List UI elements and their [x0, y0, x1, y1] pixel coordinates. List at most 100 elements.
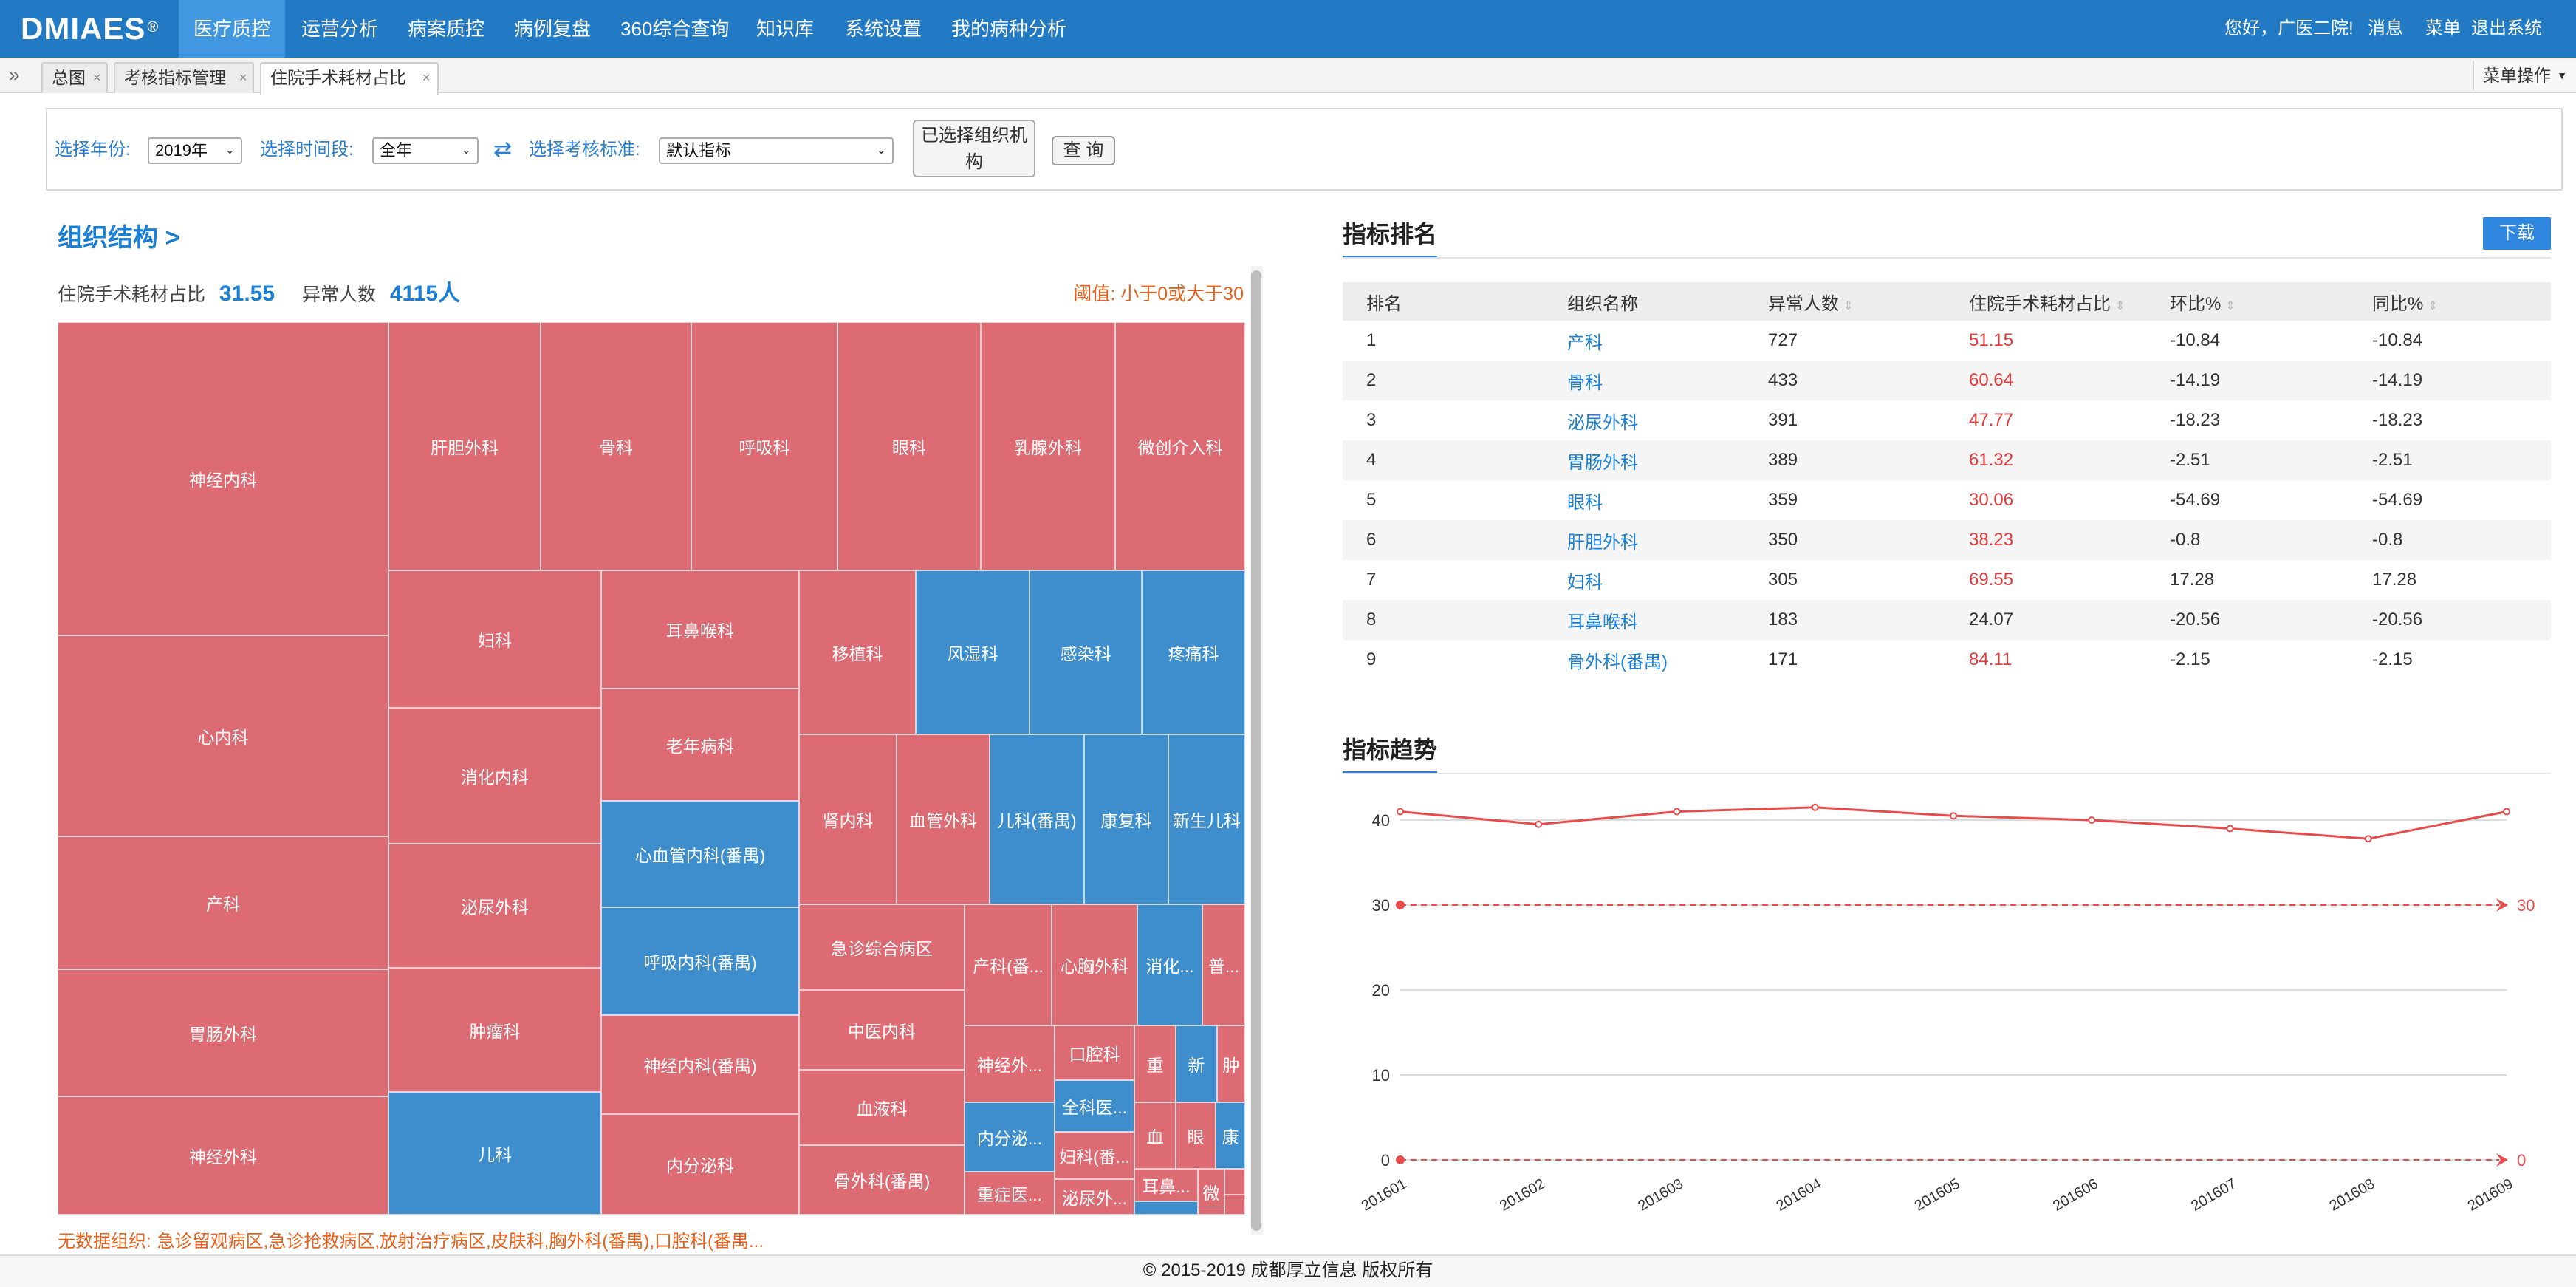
table-row[interactable]: 4 胃肠外科 389 61.32 -2.51 -2.51 [1343, 440, 2551, 480]
nav-item-knowledge-base[interactable]: 知识库 [756, 18, 815, 40]
org-name-link[interactable]: 产科 [1567, 332, 1603, 353]
nav-item-360-query[interactable]: 360综合查询 [620, 18, 730, 40]
sort-icon[interactable]: ⇕ [2225, 299, 2236, 313]
treemap-cell[interactable]: 老年病科 [601, 689, 799, 801]
tab-surgical-consumables-ratio[interactable]: 住院手术耗材占比 × [260, 62, 439, 95]
nav-item-quality-control[interactable]: 医疗质控 [179, 0, 285, 58]
column-header-sortable[interactable]: 住院手术耗材占比 ⇕ [1945, 282, 2146, 321]
app-logo[interactable]: DMIAES ® [21, 10, 159, 47]
treemap-cell[interactable]: 移植科 [799, 570, 916, 734]
treemap-cell[interactable]: 儿科(番禺) [990, 734, 1084, 904]
year-select[interactable]: 2019年 ⌄ [148, 137, 242, 164]
treemap-cell[interactable] [1134, 1201, 1198, 1215]
nav-item-case-record-qc[interactable]: 病案质控 [408, 18, 485, 40]
sort-icon[interactable]: ⇕ [2115, 299, 2125, 313]
treemap-cell[interactable]: 全科医... [1055, 1080, 1134, 1132]
treemap-cell[interactable]: 微创介入科 [1115, 322, 1245, 570]
nav-item-system-settings[interactable]: 系统设置 [845, 18, 922, 40]
treemap-cell[interactable]: 胃肠外科 [58, 969, 388, 1096]
sort-icon[interactable]: ⇕ [2428, 299, 2438, 313]
treemap-cell[interactable] [1224, 1194, 1245, 1215]
treemap-cell[interactable]: 神经内科(番禺) [601, 1015, 799, 1114]
table-row[interactable]: 8 耳鼻喉科 183 24.07 -20.56 -20.56 [1343, 600, 2551, 640]
treemap-cell[interactable]: 骨科 [541, 322, 691, 570]
collapse-sidebar-icon[interactable]: » [9, 64, 20, 86]
table-row[interactable]: 9 骨外科(番禺) 171 84.11 -2.15 -2.15 [1343, 640, 2551, 680]
close-icon[interactable]: × [93, 70, 101, 85]
treemap-cell[interactable]: 风湿科 [916, 570, 1030, 734]
close-icon[interactable]: × [422, 70, 431, 85]
treemap-cell[interactable]: 泌尿外科 [388, 844, 601, 968]
treemap-cell[interactable]: 消化内科 [388, 708, 601, 844]
treemap-cell[interactable]: 康 [1216, 1102, 1245, 1169]
treemap-cell[interactable]: 心胸外科 [1052, 904, 1137, 1025]
standard-select[interactable]: 默认指标 ⌄ [659, 137, 894, 164]
table-row[interactable]: 2 骨科 433 60.64 -14.19 -14.19 [1343, 361, 2551, 400]
logout-link[interactable]: 退出系统 [2471, 18, 2542, 38]
treemap-cell[interactable]: 中医内科 [799, 990, 965, 1070]
sort-icon[interactable]: ⇕ [1843, 299, 1854, 313]
close-icon[interactable]: × [239, 70, 247, 85]
treemap-cell[interactable]: 神经内科 [58, 322, 388, 635]
treemap-cell[interactable]: 耳鼻喉科 [601, 570, 799, 689]
org-name-link[interactable]: 耳鼻喉科 [1544, 600, 1744, 640]
tab-overview[interactable]: 总图 × [41, 62, 108, 93]
table-row[interactable]: 3 泌尿外科 391 47.77 -18.23 -18.23 [1343, 400, 2551, 440]
treemap-cell[interactable]: 心内科 [58, 635, 388, 836]
treemap-cell[interactable]: 普... [1202, 904, 1245, 1025]
org-name-link[interactable]: 泌尿外科 [1567, 412, 1638, 433]
treemap-cell[interactable]: 眼 [1176, 1102, 1216, 1169]
table-row[interactable]: 1 产科 727 51.15 -10.84 -10.84 [1343, 321, 2551, 361]
period-select[interactable]: 全年 ⌄ [372, 137, 479, 164]
nav-item-operations-analysis[interactable]: 运营分析 [301, 18, 379, 40]
treemap-cell[interactable]: 产科 [58, 836, 388, 969]
treemap-cell[interactable]: 口腔科 [1055, 1025, 1134, 1080]
nav-item-case-review[interactable]: 病例复盘 [514, 18, 592, 40]
messages-link[interactable]: 消息 [2368, 18, 2403, 38]
org-name-link[interactable]: 胃肠外科 [1544, 440, 1744, 480]
treemap-cell[interactable]: 急诊综合病区 [799, 904, 965, 990]
treemap-cell[interactable]: 新生儿科 [1168, 734, 1245, 904]
tab-assessment-indicators[interactable]: 考核指标管理 × [114, 62, 254, 93]
treemap-cell[interactable]: 康复科 [1084, 734, 1168, 904]
table-row[interactable]: 7 妇科 305 69.55 17.28 17.28 [1343, 560, 2551, 600]
treemap-cell[interactable]: 妇科 [388, 570, 601, 708]
treemap-cell[interactable]: 疼痛科 [1142, 570, 1245, 734]
scrollbar-thumb[interactable] [1251, 270, 1261, 1231]
treemap-cell[interactable]: 血 [1134, 1102, 1176, 1169]
menu-operations-dropdown[interactable]: 菜单操作 ▼ [2473, 61, 2576, 90]
org-name-link[interactable]: 骨科 [1544, 361, 1744, 400]
treemap-cell[interactable]: 神经外科 [58, 1096, 388, 1215]
column-header-sortable[interactable]: 同比% ⇕ [2349, 282, 2551, 321]
treemap-cell[interactable]: 泌尿外... [1055, 1179, 1134, 1215]
org-name-link[interactable]: 骨外科(番禺) [1567, 652, 1668, 672]
menu-link[interactable]: 菜单 [2425, 18, 2461, 38]
treemap-cell[interactable]: 妇科(番... [1055, 1132, 1134, 1179]
treemap-cell[interactable]: 肝胆外科 [388, 322, 541, 570]
table-row[interactable]: 5 眼科 359 30.06 -54.69 -54.69 [1343, 480, 2551, 520]
treemap-cell[interactable]: 呼吸科 [691, 322, 837, 570]
treemap-cell[interactable]: 新 [1176, 1025, 1217, 1102]
swap-icon[interactable]: ⇄ [493, 137, 513, 162]
treemap-cell[interactable]: 血管外科 [897, 734, 990, 904]
org-name-link[interactable]: 妇科 [1567, 572, 1603, 593]
treemap-cell[interactable]: 内分泌科 [601, 1114, 799, 1215]
treemap-cell[interactable]: 骨外科(番禺) [799, 1145, 965, 1215]
nav-item-my-disease-analysis[interactable]: 我的病种分析 [951, 18, 1067, 40]
selected-org-button[interactable]: 已选择组织机构 [913, 120, 1035, 177]
treemap-cell[interactable]: 消化... [1137, 904, 1202, 1025]
treemap-cell[interactable] [1198, 1206, 1224, 1215]
treemap-cell[interactable]: 耳鼻... [1134, 1169, 1198, 1201]
treemap-cell[interactable]: 儿科 [388, 1092, 601, 1215]
treemap-cell[interactable]: 内分泌... [965, 1102, 1055, 1172]
column-header-sortable[interactable]: 异常人数 ⇕ [1744, 282, 1945, 321]
table-row[interactable]: 6 肝胆外科 350 38.23 -0.8 -0.8 [1343, 520, 2551, 560]
treemap-cell[interactable]: 肾内科 [799, 734, 897, 904]
org-structure-title[interactable]: 组织结构 > [58, 224, 180, 252]
treemap-cell[interactable]: 肿瘤科 [388, 968, 601, 1092]
treemap-cell[interactable]: 眼科 [837, 322, 981, 570]
column-header-sortable[interactable]: 环比% ⇕ [2146, 282, 2349, 321]
treemap-cell[interactable]: 产科(番... [965, 904, 1052, 1025]
treemap-cell[interactable]: 乳腺外科 [981, 322, 1115, 570]
download-button[interactable]: 下载 [2483, 217, 2551, 250]
